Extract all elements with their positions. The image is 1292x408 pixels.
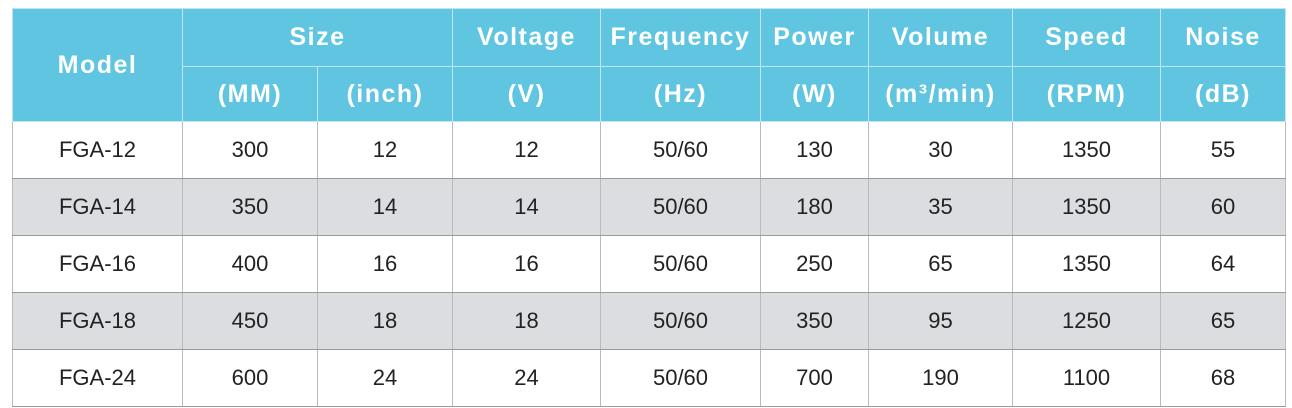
table-cell: 18 [452,292,601,350]
table-cell: 16 [452,235,601,293]
header-cell: Volume [868,8,1013,67]
header-cell: Power [760,8,869,67]
table-cell: 64 [1160,235,1286,293]
table-cell: 95 [868,292,1013,350]
table-cell: 30 [868,121,1013,179]
table-row: FGA-14 350 14 14 50/60 180 35 1350 60 [12,178,1286,236]
unit-cell: (W) [760,66,869,122]
header-cell: Frequency [600,8,761,67]
table-row: FGA-18 450 18 18 50/60 350 95 1250 65 [12,292,1286,350]
header-cell: Size [182,8,453,67]
table-cell: FGA-24 [12,349,183,407]
table-cell: 50/60 [600,292,761,350]
table-cell: 16 [317,235,453,293]
table-cell: 60 [1160,178,1286,236]
unit-cell: (MM) [182,66,318,122]
table-cell: 35 [868,178,1013,236]
header-cell: Voltage [452,8,601,67]
table-cell: 350 [182,178,318,236]
table-cell: FGA-16 [12,235,183,293]
unit-cell: (Hz) [600,66,761,122]
table-cell: 300 [182,121,318,179]
table-cell: 50/60 [600,349,761,407]
unit-cell: (RPM) [1012,66,1161,122]
spec-table: Model Size Voltage Frequency Power Volume Spee… [12,8,1286,407]
table-cell: 65 [1160,292,1286,350]
table-row: FGA-24 600 24 24 50/60 700 190 1100 68 [12,349,1286,407]
table-cell: 1350 [1012,121,1161,179]
table-cell: 14 [452,178,601,236]
header-row: Model Size Voltage Frequency Power Volume Spee… [12,8,1286,122]
table-cell: FGA-12 [12,121,183,179]
table-cell: 65 [868,235,1013,293]
table-cell: FGA-18 [12,292,183,350]
table-cell: 190 [868,349,1013,407]
table-cell: 1350 [1012,178,1161,236]
table-cell: 14 [317,178,453,236]
table-body: FGA-12 300 12 12 50/60 130 30 1350 55 FGA-14 350 14… [12,121,1286,407]
table-cell: 1250 [1012,292,1161,350]
table-cell: 1350 [1012,235,1161,293]
table-cell: 12 [452,121,601,179]
header-cell: Speed [1012,8,1161,67]
table-cell: 50/60 [600,178,761,236]
table-cell: FGA-14 [12,178,183,236]
table-cell: 18 [317,292,453,350]
table-cell: 700 [760,349,869,407]
table-cell: 12 [317,121,453,179]
table-cell: 600 [182,349,318,407]
unit-cell: (dB) [1160,66,1286,122]
header-cell: Noise [1160,8,1286,67]
header-cell: Model [12,8,183,122]
table-cell: 350 [760,292,869,350]
table-cell: 24 [317,349,453,407]
table-cell: 50/60 [600,235,761,293]
table-row: FGA-12 300 12 12 50/60 130 30 1350 55 [12,121,1286,179]
table-cell: 50/60 [600,121,761,179]
unit-cell: (inch) [317,66,453,122]
table-cell: 180 [760,178,869,236]
table-cell: 24 [452,349,601,407]
table-cell: 250 [760,235,869,293]
unit-cell: (m³/min) [868,66,1013,122]
table-cell: 400 [182,235,318,293]
table-cell: 55 [1160,121,1286,179]
table-cell: 130 [760,121,869,179]
unit-cell: (V) [452,66,601,122]
table-cell: 68 [1160,349,1286,407]
table-cell: 1100 [1012,349,1161,407]
header-row: (MM) (inch) (V) (Hz) (W) (m³/min) (RPM) (dB) [13,66,1286,122]
table-row: FGA-16 400 16 16 50/60 250 65 1350 64 [12,235,1286,293]
table-cell: 450 [182,292,318,350]
